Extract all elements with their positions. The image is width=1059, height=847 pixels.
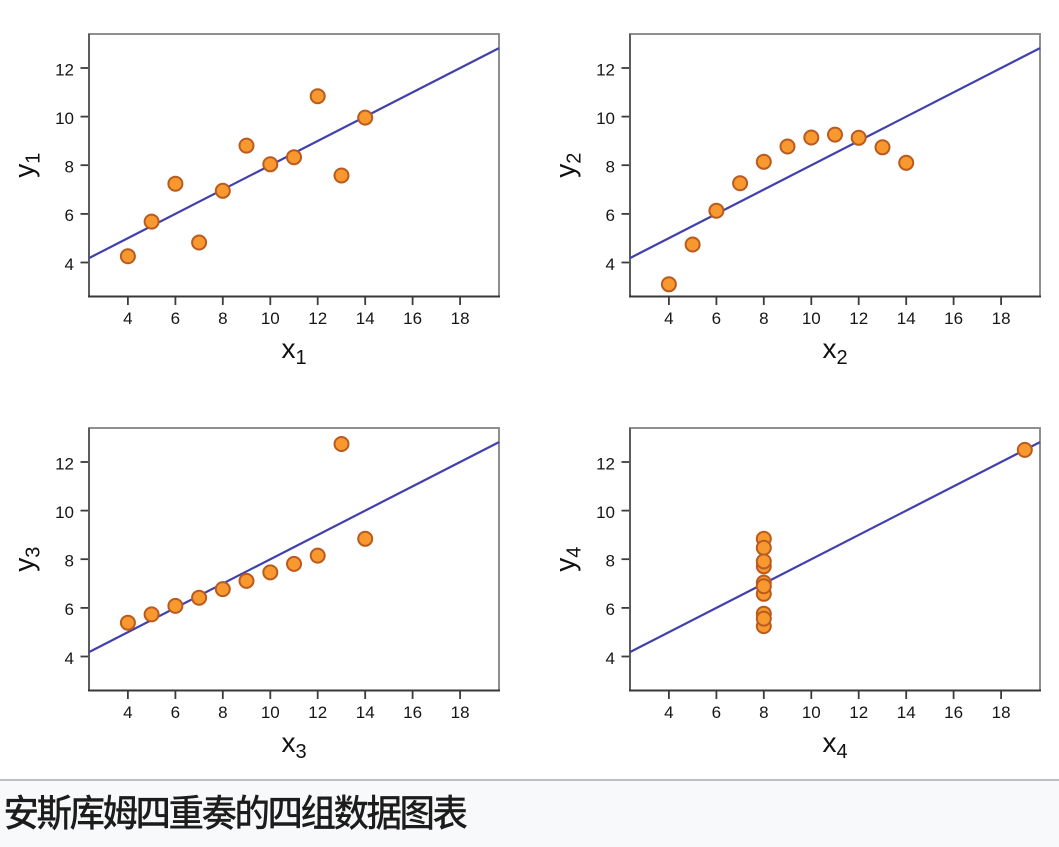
svg-text:18: 18 <box>992 703 1011 722</box>
svg-text:10: 10 <box>55 503 74 522</box>
svg-text:8: 8 <box>759 309 768 328</box>
svg-text:14: 14 <box>897 703 916 722</box>
svg-text:10: 10 <box>261 703 280 722</box>
svg-text:18: 18 <box>992 309 1011 328</box>
svg-text:12: 12 <box>849 309 868 328</box>
svg-text:x4: x4 <box>822 727 847 763</box>
svg-text:10: 10 <box>802 309 821 328</box>
svg-text:8: 8 <box>65 158 74 177</box>
svg-text:10: 10 <box>802 703 821 722</box>
svg-text:6: 6 <box>65 206 74 225</box>
svg-text:4: 4 <box>65 255 74 274</box>
svg-text:14: 14 <box>897 309 916 328</box>
svg-text:12: 12 <box>55 60 74 79</box>
svg-text:10: 10 <box>596 109 615 128</box>
svg-text:18: 18 <box>451 703 470 722</box>
svg-text:16: 16 <box>944 703 963 722</box>
svg-text:10: 10 <box>596 503 615 522</box>
svg-text:8: 8 <box>759 703 768 722</box>
svg-text:4: 4 <box>123 309 132 328</box>
svg-text:14: 14 <box>356 703 375 722</box>
svg-text:8: 8 <box>218 703 227 722</box>
svg-text:4: 4 <box>664 703 673 722</box>
svg-text:8: 8 <box>65 552 74 571</box>
svg-text:8: 8 <box>218 309 227 328</box>
svg-text:12: 12 <box>849 703 868 722</box>
svg-text:6: 6 <box>606 206 615 225</box>
svg-text:12: 12 <box>596 60 615 79</box>
svg-text:6: 6 <box>171 309 180 328</box>
svg-text:14: 14 <box>356 309 375 328</box>
svg-text:10: 10 <box>261 309 280 328</box>
svg-text:10: 10 <box>55 109 74 128</box>
svg-text:4: 4 <box>123 703 132 722</box>
svg-text:4: 4 <box>664 309 673 328</box>
svg-text:6: 6 <box>606 600 615 619</box>
svg-text:12: 12 <box>308 309 327 328</box>
svg-text:6: 6 <box>171 703 180 722</box>
svg-text:8: 8 <box>606 552 615 571</box>
svg-text:4: 4 <box>606 255 615 274</box>
svg-text:4: 4 <box>606 649 615 668</box>
svg-text:18: 18 <box>451 309 470 328</box>
svg-text:16: 16 <box>403 309 422 328</box>
svg-text:4: 4 <box>65 649 74 668</box>
svg-text:6: 6 <box>712 703 721 722</box>
svg-text:6: 6 <box>65 600 74 619</box>
svg-text:16: 16 <box>403 703 422 722</box>
svg-text:12: 12 <box>308 703 327 722</box>
svg-text:12: 12 <box>596 454 615 473</box>
svg-text:6: 6 <box>712 309 721 328</box>
svg-text:16: 16 <box>944 309 963 328</box>
svg-text:12: 12 <box>55 454 74 473</box>
svg-text:8: 8 <box>606 158 615 177</box>
